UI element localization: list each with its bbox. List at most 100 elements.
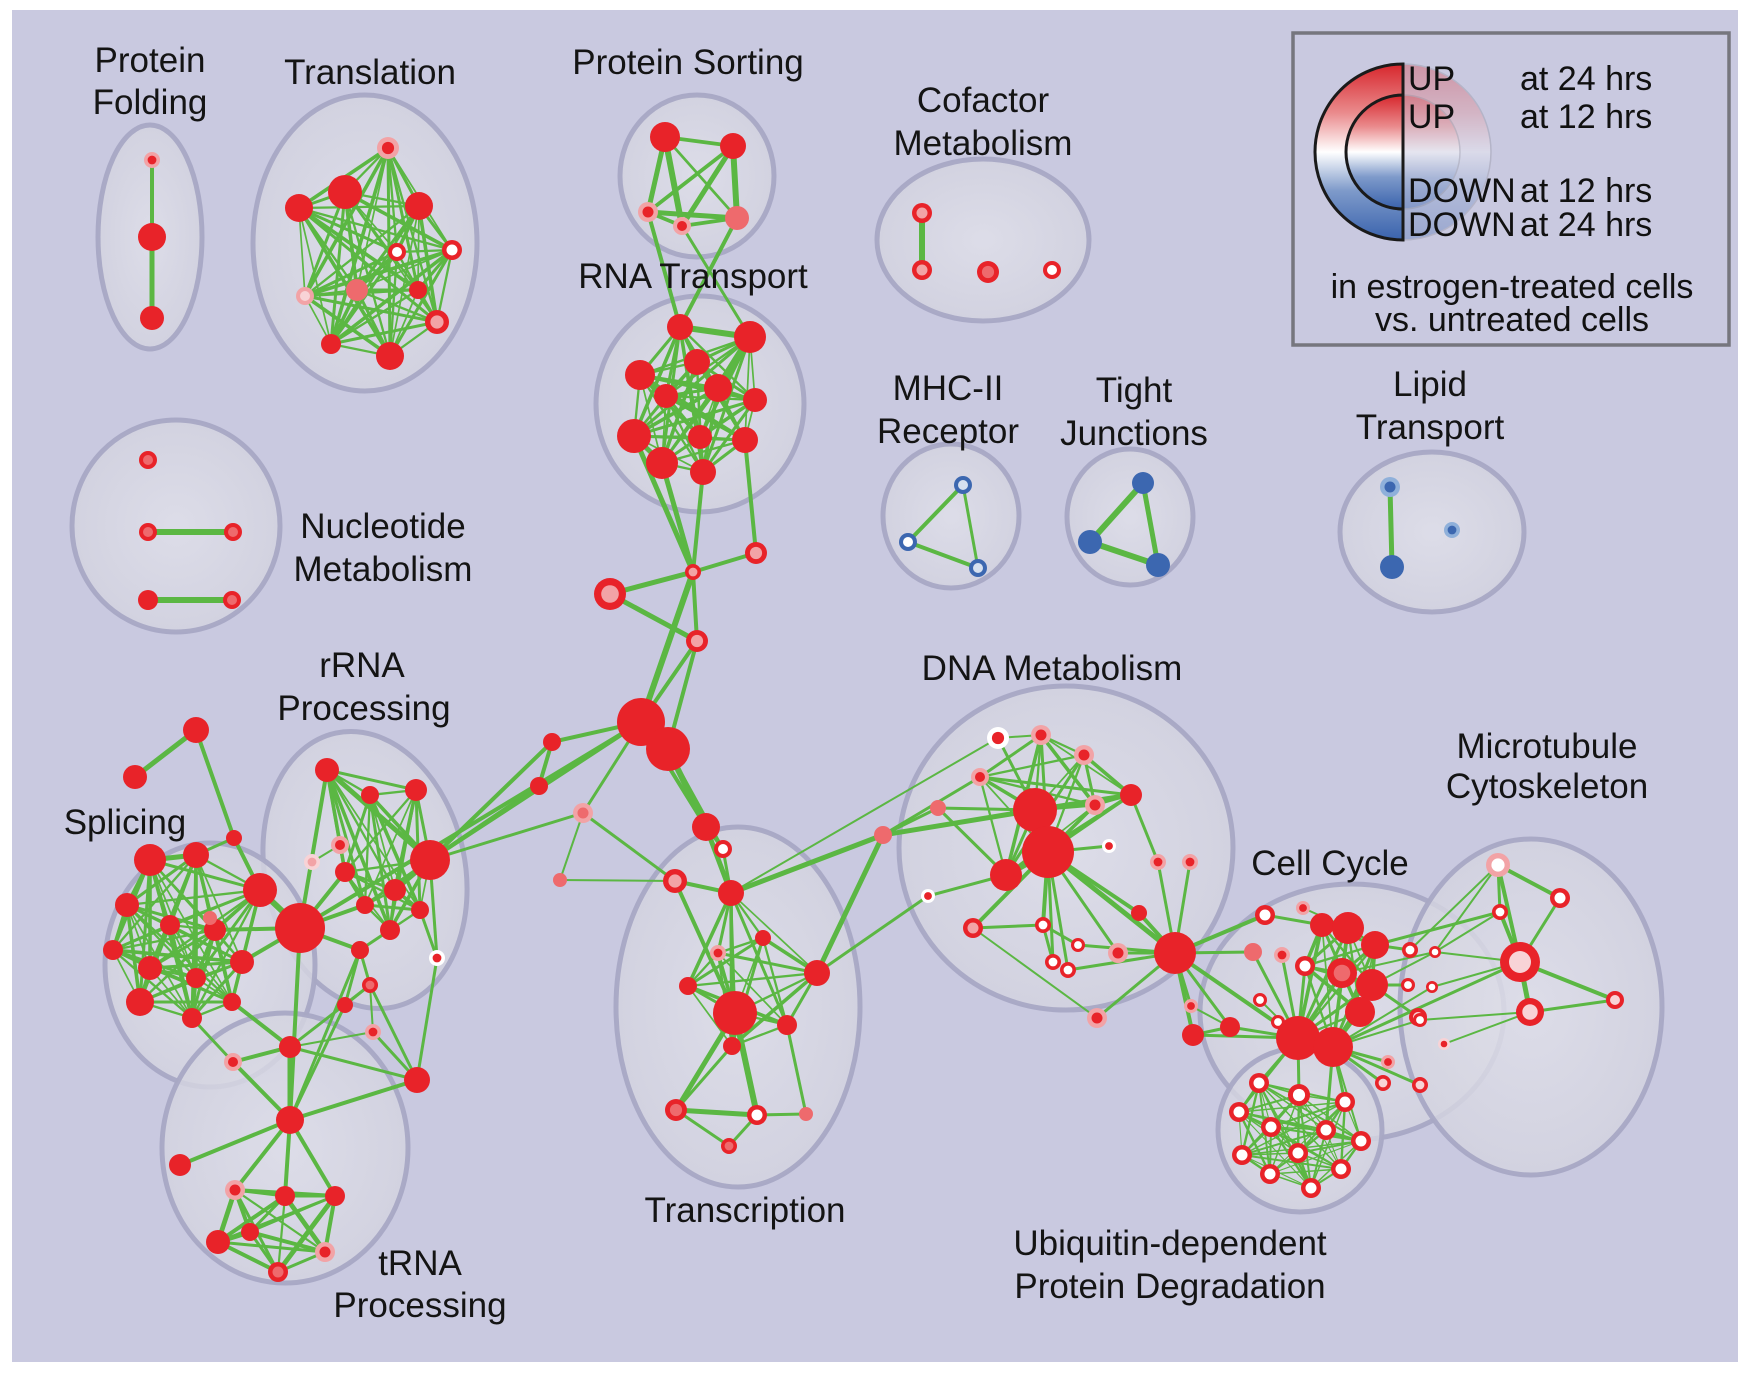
edge-br1-tc1: [288, 1045, 419, 1082]
edge-sp7-sp10: [111, 948, 244, 964]
legend-note-1: vs. untreated cells: [1375, 301, 1649, 339]
edge-lm3-rr7: [428, 811, 585, 862]
edge-sphub-rr1: [298, 768, 329, 930]
node-mt5: [1500, 942, 1540, 982]
node-pf1: [144, 152, 160, 168]
edge-sp3-sp4: [125, 888, 262, 907]
edge-tl5-tl10: [435, 248, 454, 324]
node-dm10: [990, 859, 1022, 891]
edge-tx7-tx11: [687, 985, 733, 1047]
edge-rt8-cn1: [631, 433, 696, 575]
node-cf3: [977, 261, 999, 283]
edge-rr1-rr9: [325, 768, 367, 907]
label-nucleotide-1: Nucleotide: [300, 507, 465, 546]
node-dm15: [1035, 917, 1051, 933]
label-microtubule-2: Cytoskeleton: [1446, 767, 1648, 806]
node-rr3: [405, 779, 427, 801]
edge-tn3-tn6: [275, 1193, 338, 1275]
edge-tx8-dm13: [815, 894, 930, 975]
node-dm6: [1085, 795, 1105, 815]
node-ps5: [725, 206, 749, 230]
edge-rt10-cn2: [743, 438, 758, 555]
edge-dm22-dm14: [972, 927, 1098, 1019]
edge-mh1-mh3: [961, 483, 980, 570]
cluster-trna-processing-ellipse: [159, 1010, 411, 1286]
node-cc10: [1356, 969, 1388, 1001]
label-protein-folding-1: Protein: [95, 41, 206, 80]
node-cn3: [594, 578, 626, 610]
node-sp2: [183, 842, 209, 868]
node-ub6: [1316, 1120, 1336, 1140]
label-trna-1: tRNA: [378, 1244, 462, 1283]
edge-tx4-tx8: [730, 892, 818, 974]
label-translation-1: Translation: [284, 53, 456, 92]
edge-sp2-sp4: [125, 853, 198, 907]
node-sp1: [134, 844, 166, 876]
legend-direction-1: UP: [1408, 98, 1455, 136]
node-ub5: [1261, 1117, 1281, 1137]
edge-rt1-rt8: [632, 325, 682, 438]
node-mt3: [1492, 904, 1508, 920]
node-rr13: [429, 950, 445, 966]
node-tl3: [405, 192, 433, 220]
node-cn1: [685, 564, 701, 580]
node-dmc: [874, 826, 892, 844]
edge-rr12-tnh: [288, 948, 362, 1122]
node-mt4: [1429, 946, 1441, 958]
edge-tl6-tl8: [303, 250, 399, 298]
edge-tl9-tl10: [355, 288, 439, 324]
node-mt8: [1606, 991, 1624, 1009]
edge-tj1-tj2: [1087, 480, 1146, 545]
edge-dm4-dm7: [978, 775, 1133, 797]
node-br1: [404, 1067, 430, 1093]
edge-tn2-tn5: [282, 1193, 328, 1255]
node-rr14: [362, 977, 378, 993]
edge-ub7-ub11: [1269, 1140, 1362, 1175]
edge-cn1-hub1: [638, 569, 696, 725]
edge-tj1-tj3: [1140, 480, 1161, 568]
node-mt6: [1426, 981, 1438, 993]
node-rr8: [384, 879, 406, 901]
edge-tx12-tx13: [673, 1107, 760, 1118]
node-tl9: [346, 279, 368, 301]
edge-tnh-tn3: [288, 1118, 337, 1198]
node-tl8: [296, 287, 314, 305]
legend-time-1: at 12 hrs: [1520, 98, 1652, 136]
node-mh1: [954, 476, 972, 494]
legend-note-0: in estrogen-treated cells: [1331, 268, 1694, 306]
label-cell-cycle-1: Cell Cycle: [1251, 844, 1409, 883]
node-rr4: [331, 836, 349, 854]
node-tl4: [285, 194, 313, 222]
node-lp2: [1380, 555, 1404, 579]
edge-rr1-rr10: [325, 768, 392, 932]
node-rr5: [304, 854, 320, 870]
label-rrna-2: Processing: [277, 689, 450, 728]
edge-tn2-tn6: [276, 1194, 287, 1274]
node-cf1: [912, 203, 932, 223]
node-dm2: [1031, 725, 1051, 745]
node-tj2: [1078, 530, 1102, 554]
legend-wheel-inner-right: [1402, 94, 1461, 210]
node-tn4: [206, 1230, 230, 1254]
edge-tn4-tn5: [216, 1240, 327, 1254]
label-ubiquitin-1: Ubiquitin-dependent: [1013, 1224, 1327, 1263]
label-cofactor-2: Metabolism: [894, 124, 1073, 163]
node-cc11: [1345, 997, 1375, 1027]
node-mh3: [969, 559, 987, 577]
node-dm14: [963, 918, 983, 938]
node-sp10: [230, 950, 254, 974]
node-mt9: [1413, 1013, 1427, 1027]
node-tx13: [747, 1105, 767, 1125]
edge-lp1-lp2: [1387, 484, 1395, 570]
node-dm17: [1131, 905, 1147, 921]
node-nm1: [139, 451, 157, 469]
node-dm7: [1120, 784, 1142, 806]
edge-ps3-rt1: [646, 210, 682, 329]
node-cf2: [912, 260, 932, 280]
edge-tx10-tx14: [785, 1023, 808, 1116]
edge-tn2-tn4: [216, 1194, 287, 1244]
node-mt1: [1486, 853, 1510, 877]
node-rr15: [337, 997, 353, 1013]
